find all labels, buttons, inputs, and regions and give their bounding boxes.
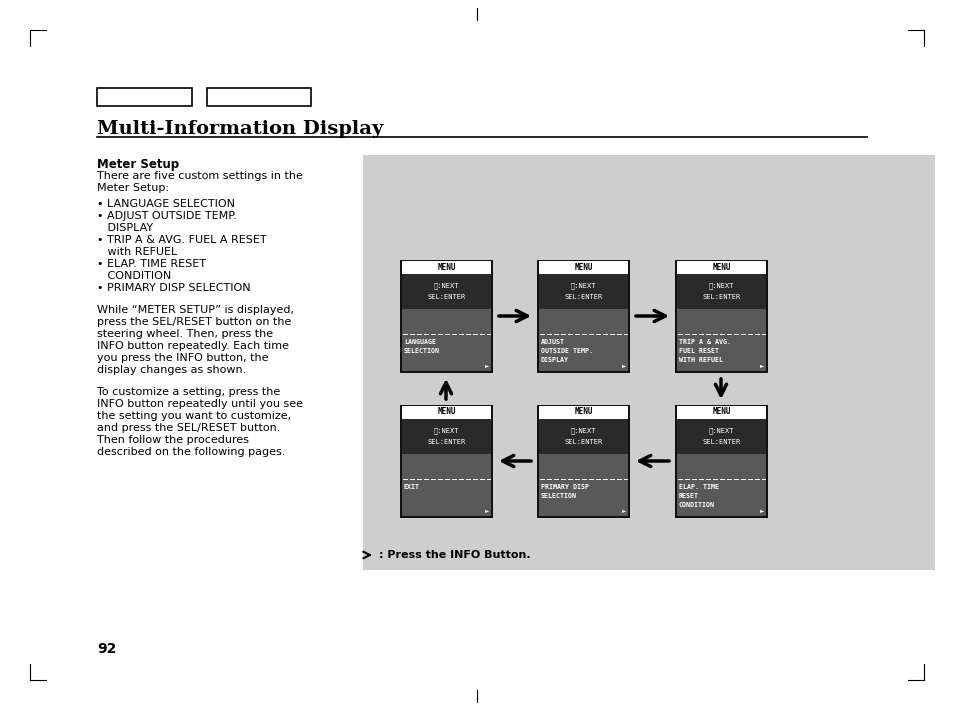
Text: described on the following pages.: described on the following pages. [97, 447, 285, 457]
Text: INFO button repeatedly. Each time: INFO button repeatedly. Each time [97, 341, 289, 351]
Text: CONDITION: CONDITION [679, 502, 714, 508]
Text: INFO button repeatedly until you see: INFO button repeatedly until you see [97, 399, 303, 409]
Text: you press the INFO button, the: you press the INFO button, the [97, 353, 268, 363]
Bar [538, 454, 627, 516]
Text: To customize a setting, press the: To customize a setting, press the [97, 387, 280, 397]
Text: SEL:ENTER: SEL:ENTER [701, 439, 740, 445]
Text: FUEL RESET: FUEL RESET [679, 348, 719, 354]
Text: While “METER SETUP” is displayed,: While “METER SETUP” is displayed, [97, 305, 294, 315]
Text: • ELAP. TIME RESET: • ELAP. TIME RESET [97, 259, 206, 269]
Text: • PRIMARY DISP SELECTION: • PRIMARY DISP SELECTION [97, 283, 251, 293]
Text: EXIT: EXIT [403, 484, 419, 490]
Text: ►: ► [759, 363, 763, 368]
Bar [399, 260, 493, 373]
Text: LANGUAGE: LANGUAGE [403, 339, 436, 345]
Text: MENU: MENU [436, 263, 456, 271]
Text: RESET: RESET [679, 493, 699, 499]
Bar [538, 261, 627, 274]
Text: ►: ► [621, 363, 625, 368]
Text: SELECTION: SELECTION [540, 493, 577, 499]
Text: WITH REFUEL: WITH REFUEL [679, 357, 722, 363]
Bar [207, 88, 311, 106]
Bar [363, 155, 934, 570]
Bar [538, 264, 627, 309]
Text: ►: ► [484, 508, 489, 513]
Bar [97, 88, 192, 106]
Text: ⓘ:NEXT: ⓘ:NEXT [434, 427, 458, 434]
Bar [537, 405, 629, 518]
Text: SELECTION: SELECTION [403, 348, 439, 354]
Text: SEL:ENTER: SEL:ENTER [701, 294, 740, 300]
Text: • ADJUST OUTSIDE TEMP.: • ADJUST OUTSIDE TEMP. [97, 211, 236, 221]
Text: ⓘ:NEXT: ⓘ:NEXT [570, 427, 596, 434]
Bar [401, 454, 491, 516]
Text: PRIMARY DISP: PRIMARY DISP [540, 484, 588, 490]
Text: ►: ► [621, 508, 625, 513]
Text: ►: ► [484, 363, 489, 368]
Text: ⓘ:NEXT: ⓘ:NEXT [708, 283, 734, 289]
Text: with REFUEL: with REFUEL [97, 247, 177, 257]
Bar [399, 405, 493, 518]
Bar [677, 406, 765, 419]
Text: MENU: MENU [574, 263, 592, 271]
Text: ⓘ:NEXT: ⓘ:NEXT [570, 283, 596, 289]
Text: and press the SEL/RESET button.: and press the SEL/RESET button. [97, 423, 280, 433]
Text: There are five custom settings in the: There are five custom settings in the [97, 171, 302, 181]
Text: DISPLAY: DISPLAY [97, 223, 153, 233]
Bar [677, 261, 765, 274]
Text: DISPLAY: DISPLAY [540, 357, 568, 363]
Text: Meter Setup:: Meter Setup: [97, 183, 169, 193]
Bar [675, 405, 767, 518]
Text: the setting you want to customize,: the setting you want to customize, [97, 411, 291, 421]
Text: display changes as shown.: display changes as shown. [97, 365, 246, 375]
Text: • LANGUAGE SELECTION: • LANGUAGE SELECTION [97, 199, 234, 209]
Text: ELAP. TIME: ELAP. TIME [679, 484, 719, 490]
Text: ⓘ:NEXT: ⓘ:NEXT [708, 427, 734, 434]
Bar [538, 409, 627, 454]
Text: • TRIP A & AVG. FUEL A RESET: • TRIP A & AVG. FUEL A RESET [97, 235, 266, 245]
Text: Meter Setup: Meter Setup [97, 158, 179, 171]
Text: Then follow the procedures: Then follow the procedures [97, 435, 249, 445]
Bar [401, 261, 491, 274]
Text: OUTSIDE TEMP.: OUTSIDE TEMP. [540, 348, 593, 354]
Text: 92: 92 [97, 642, 116, 656]
Bar [401, 409, 491, 454]
Bar [401, 264, 491, 309]
Text: steering wheel. Then, press the: steering wheel. Then, press the [97, 329, 273, 339]
Text: SEL:ENTER: SEL:ENTER [564, 439, 602, 445]
Bar [538, 406, 627, 419]
Text: TRIP A & AVG.: TRIP A & AVG. [679, 339, 730, 345]
Bar [677, 454, 765, 516]
Bar [538, 309, 627, 371]
Bar [677, 409, 765, 454]
Bar [401, 309, 491, 371]
Text: CONDITION: CONDITION [97, 271, 172, 281]
Text: ADJUST: ADJUST [540, 339, 564, 345]
Text: ⓘ:NEXT: ⓘ:NEXT [434, 283, 458, 289]
Text: SEL:ENTER: SEL:ENTER [427, 439, 465, 445]
Bar [537, 260, 629, 373]
Text: Multi-Information Display: Multi-Information Display [97, 120, 383, 138]
Bar [677, 264, 765, 309]
Text: MENU: MENU [436, 408, 456, 417]
Text: ►: ► [759, 508, 763, 513]
Bar [675, 260, 767, 373]
Bar [677, 309, 765, 371]
Text: MENU: MENU [574, 408, 592, 417]
Text: MENU: MENU [712, 263, 730, 271]
Text: press the SEL/RESET button on the: press the SEL/RESET button on the [97, 317, 291, 327]
Text: : Press the INFO Button.: : Press the INFO Button. [378, 550, 530, 560]
Text: MENU: MENU [712, 408, 730, 417]
Text: SEL:ENTER: SEL:ENTER [564, 294, 602, 300]
Bar [401, 406, 491, 419]
Text: SEL:ENTER: SEL:ENTER [427, 294, 465, 300]
